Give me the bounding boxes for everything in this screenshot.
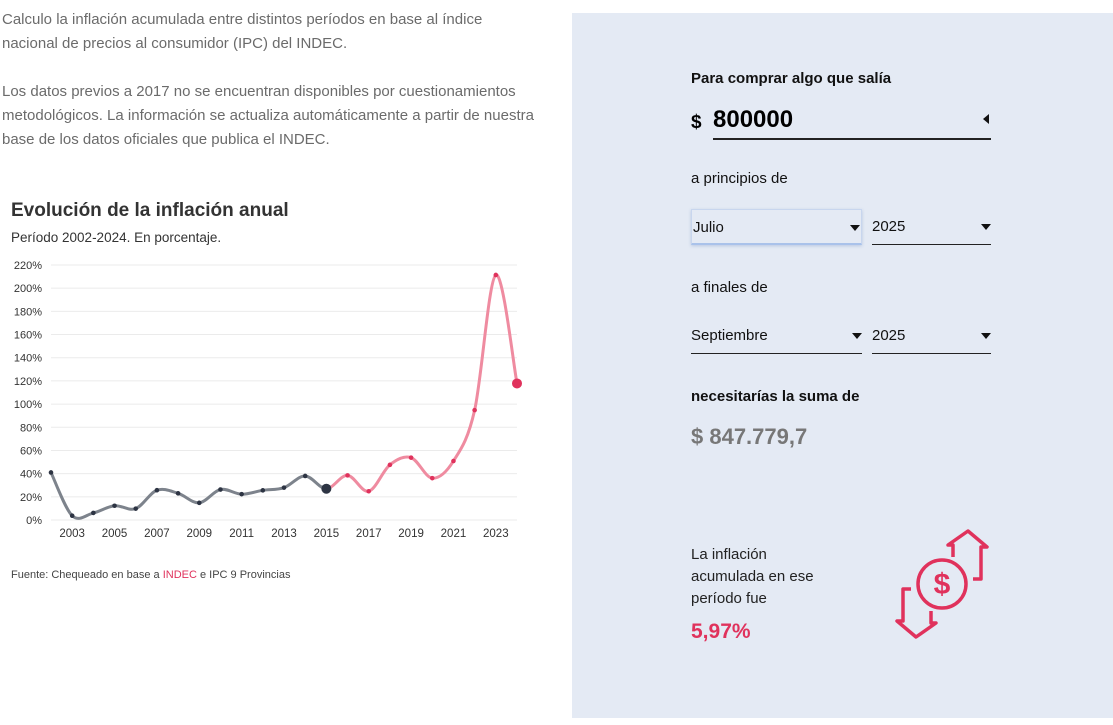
y-tick-label: 0%: [26, 515, 42, 527]
data-point-2006: [133, 506, 139, 511]
end-month-select[interactable]: Septiembre: [691, 318, 862, 354]
intro-paragraph-1: Calculo la inflación acumulada entre dis…: [2, 11, 483, 52]
data-point-2010: [218, 487, 223, 492]
source-prefix: Fuente: Chequeado en base a: [11, 569, 163, 581]
x-tick-label: 2023: [483, 528, 509, 540]
chart-source: Fuente: Chequeado en base a INDEC e IPC …: [11, 569, 290, 581]
spinner-arrow-icon[interactable]: [983, 114, 989, 124]
data-point-2021: [451, 458, 456, 464]
end-year-select[interactable]: 2025: [872, 318, 991, 354]
y-tick-label: 20%: [20, 492, 42, 504]
y-tick-label: 180%: [14, 306, 42, 318]
data-point-2013: [281, 485, 287, 490]
amount-label: Para comprar algo que salía: [691, 70, 892, 87]
y-tick-label: 100%: [14, 399, 42, 411]
chevron-down-icon: [852, 333, 862, 339]
chart-subtitle: Período 2002-2024. En porcentaje.: [11, 230, 222, 245]
chart-title: Evolución de la inflación anual: [11, 200, 289, 221]
data-point-2018: [387, 462, 393, 468]
x-tick-label: 2007: [144, 528, 170, 540]
data-point-2004: [91, 510, 96, 516]
inflation-value: 5,97%: [691, 620, 751, 643]
data-point-2022: [472, 407, 477, 413]
start-month-select[interactable]: Julio: [691, 209, 862, 245]
data-point-2005: [112, 503, 117, 509]
y-tick-label: 220%: [14, 260, 42, 272]
start-year-value: 2025: [872, 218, 906, 235]
money-inflation-icon: $: [895, 529, 989, 639]
data-point-2016: [345, 473, 350, 478]
series-line-after-2015: [326, 273, 519, 493]
y-tick-label: 200%: [14, 283, 42, 295]
chevron-down-icon: [981, 333, 991, 339]
x-tick-label: 2017: [356, 528, 382, 540]
end-month-value: Septiembre: [691, 327, 768, 344]
inflation-chart: 0% 20% 40% 60% 80% 100% 120% 140% 160% 180% 200% 22…: [14, 260, 522, 540]
data-point-2009: [196, 500, 202, 506]
result-label: necesitarías la suma de: [691, 388, 860, 405]
calculator-panel: [572, 13, 1113, 718]
source-suffix: e IPC 9 Provincias: [196, 569, 291, 581]
start-label: a principios de: [691, 170, 788, 187]
data-point-2023: [493, 272, 499, 278]
intro-paragraph-2: Los datos previos a 2017 no se encuentra…: [2, 83, 534, 148]
x-tick-label: 2019: [398, 528, 424, 540]
x-tick-label: 2015: [314, 528, 340, 540]
x-tick-label: 2003: [59, 528, 85, 540]
data-point-2008: [175, 491, 181, 496]
indec-link[interactable]: INDEC: [162, 569, 197, 581]
y-tick-label: 40%: [20, 469, 42, 481]
start-year-select[interactable]: 2025: [872, 209, 991, 245]
data-point-2024: [512, 378, 522, 389]
amount-field[interactable]: $ 800000: [691, 104, 991, 140]
y-tick-label: 120%: [14, 376, 42, 388]
currency-symbol: $: [691, 112, 702, 133]
amount-input[interactable]: 800000: [713, 104, 991, 140]
data-point-2020: [429, 475, 435, 481]
data-point-2003: [69, 513, 75, 519]
chevron-down-icon: [850, 225, 860, 231]
data-point-2015: [321, 483, 332, 494]
chevron-down-icon: [981, 224, 991, 230]
data-point-2007: [154, 487, 160, 493]
data-point-2012: [260, 488, 266, 493]
x-tick-label: 2011: [229, 528, 254, 540]
y-tick-label: 160%: [14, 330, 42, 342]
start-month-value: Julio: [693, 219, 724, 236]
x-tick-label: 2009: [186, 528, 212, 540]
data-point-2017: [366, 488, 372, 494]
data-point-2014: [302, 473, 308, 479]
x-tick-label: 2021: [441, 528, 467, 540]
x-tick-label: 2005: [102, 528, 128, 540]
inflation-text: La inflación acumulada en ese período fu…: [691, 546, 814, 607]
result-value: $ 847.779,7: [691, 424, 808, 449]
end-year-value: 2025: [872, 327, 906, 344]
y-tick-label: 80%: [20, 422, 42, 434]
y-tick-label: 60%: [20, 445, 42, 457]
data-point-2011: [239, 491, 244, 497]
end-label: a finales de: [691, 279, 768, 296]
data-point-2002: [48, 470, 54, 475]
x-tick-label: 2013: [271, 528, 297, 540]
data-point-2019: [408, 455, 414, 460]
svg-text:$: $: [934, 568, 951, 601]
y-tick-label: 140%: [14, 353, 42, 365]
